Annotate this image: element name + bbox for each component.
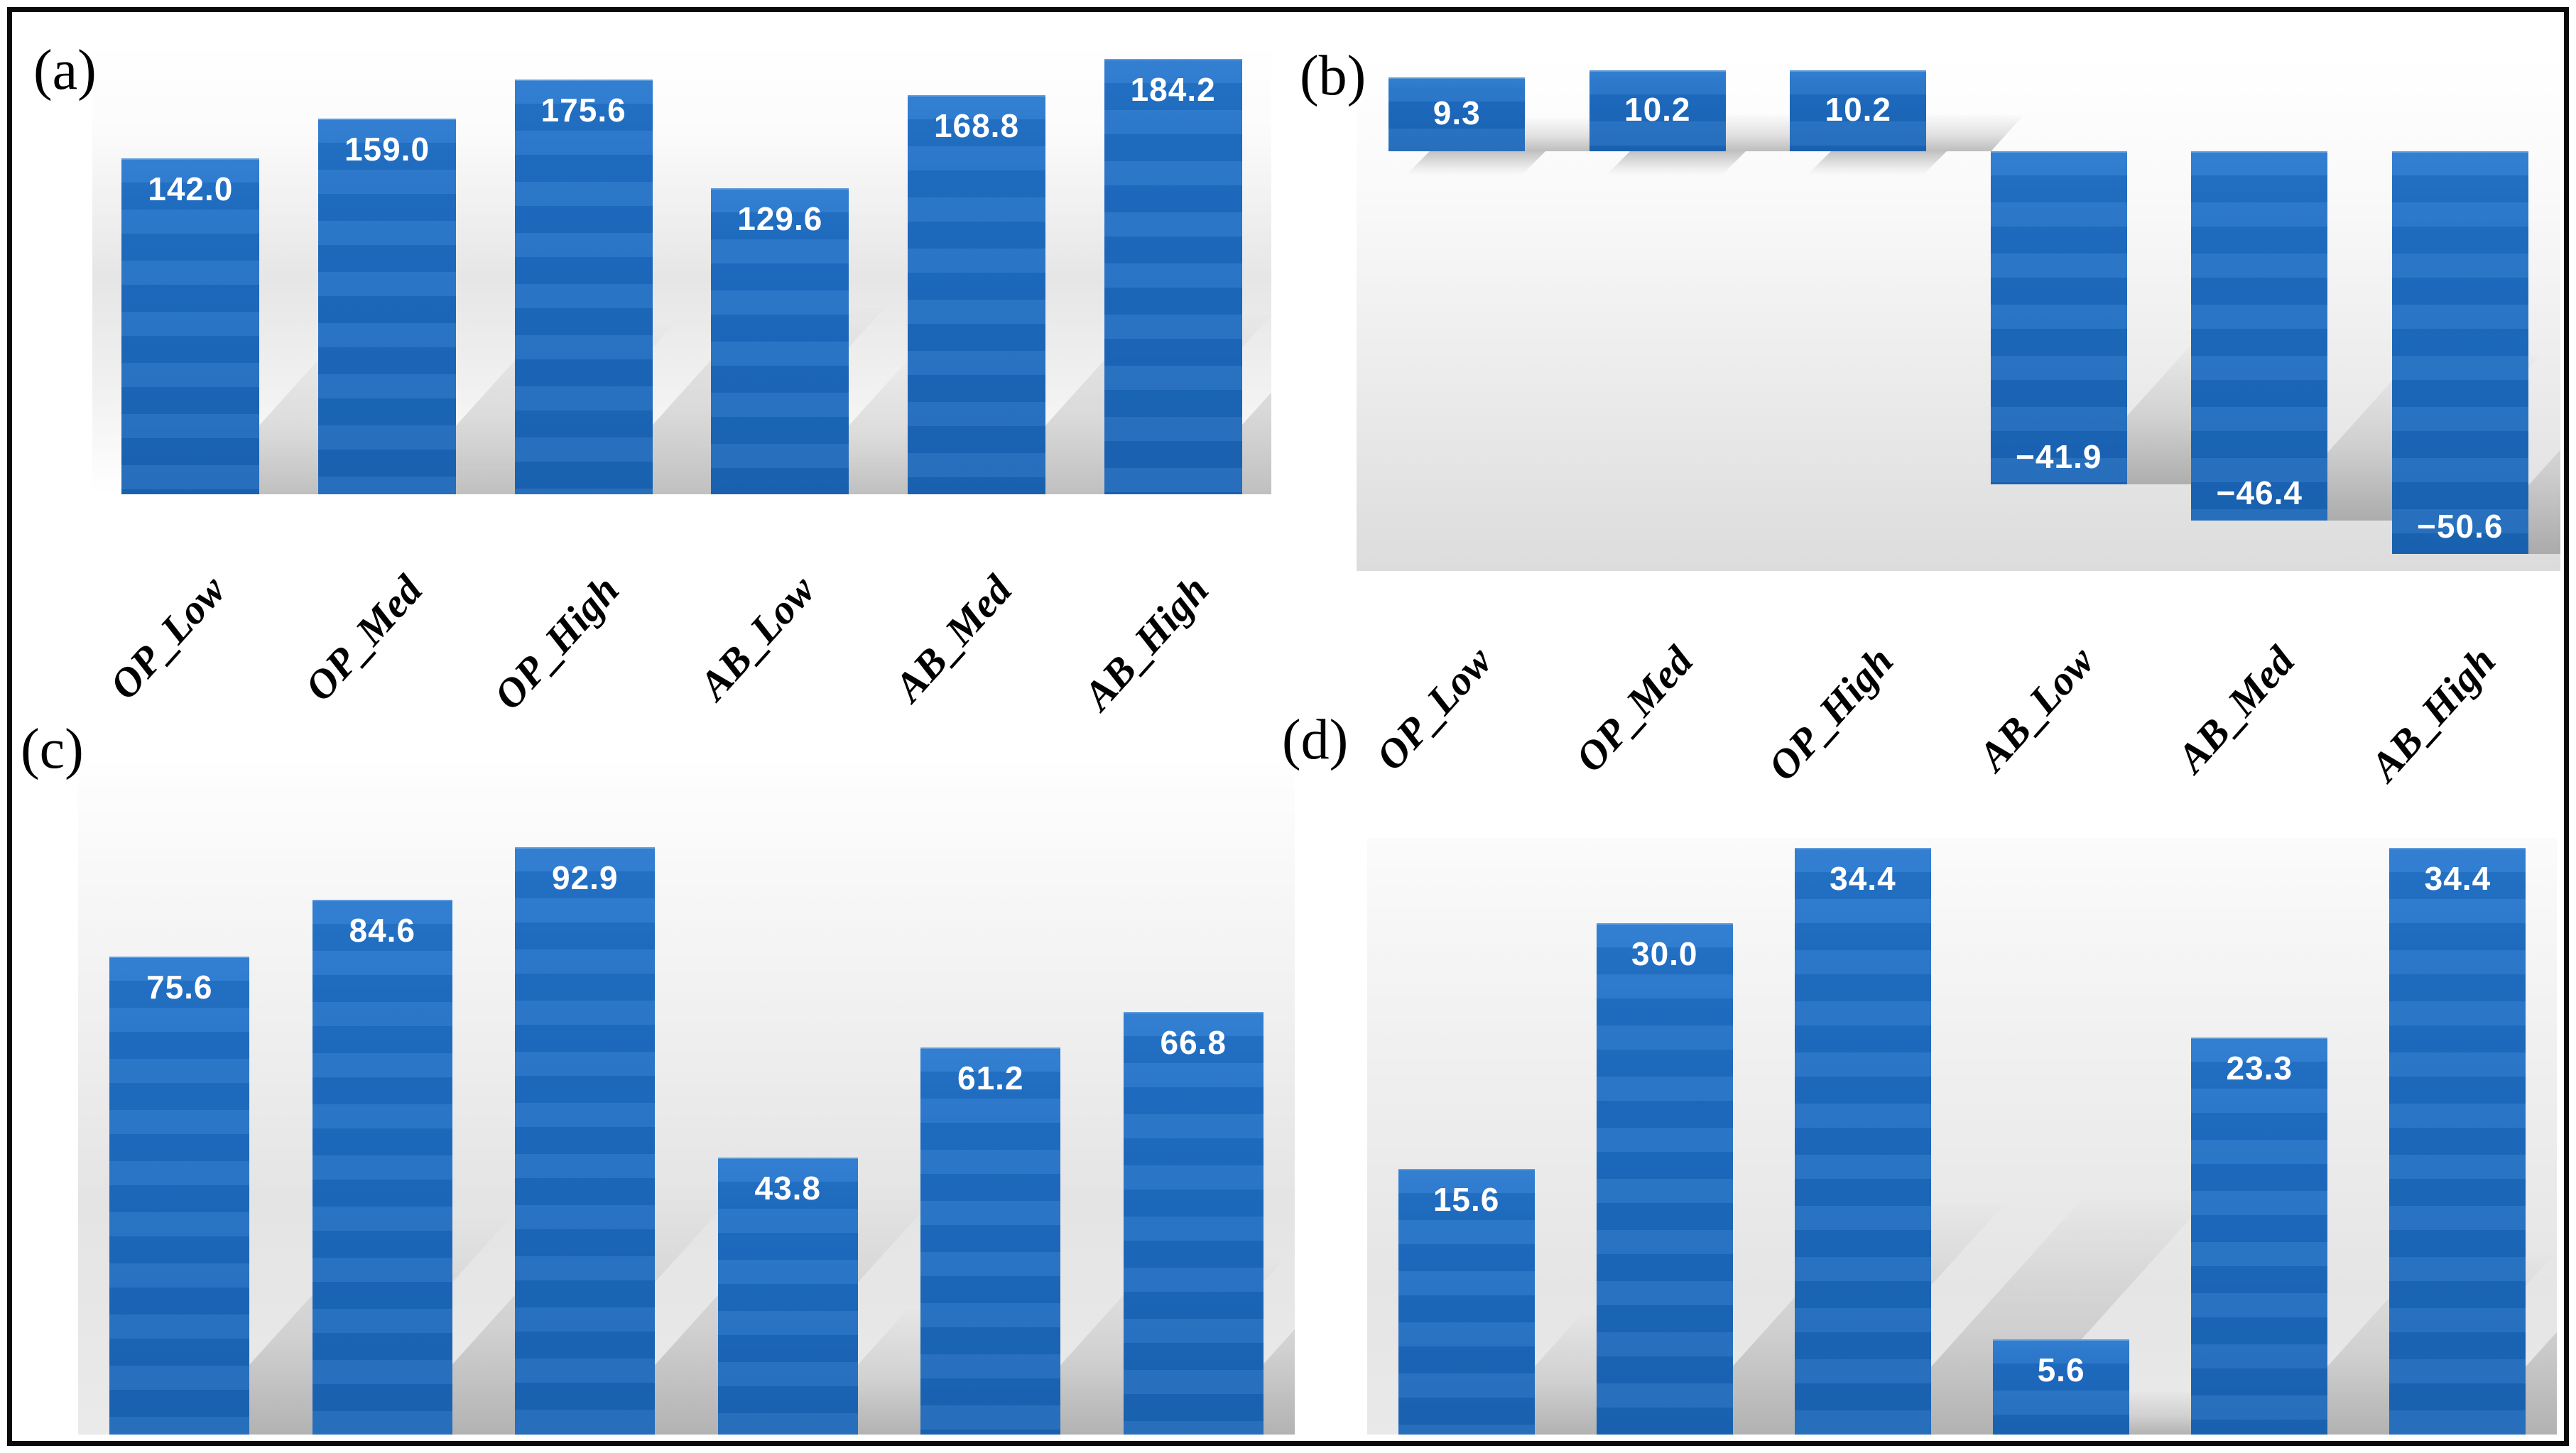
panel-a-plot-area: 142.0 159.0 175.6 129.6 168.8 184.2	[92, 43, 1271, 494]
x-axis-label-OP_High: OP_High	[484, 566, 628, 719]
bar-value-label: 129.6	[737, 200, 823, 237]
x-axis-label-OP_Med: OP_Med	[295, 566, 432, 710]
x-axis-label-OP_High: OP_High	[1759, 637, 1903, 790]
bar-base-shadow	[1606, 151, 1746, 175]
x-axis-label-OP_Low: OP_Low	[100, 566, 235, 709]
panel-d-bar-AB_Med: 23.3	[2191, 1037, 2328, 1435]
bar-value-label: 168.8	[933, 107, 1020, 145]
bar-base-shadow	[1405, 151, 1546, 175]
bar-value-label: 84.6	[349, 912, 416, 949]
panel-c-bar-OP_Low: 75.6	[109, 957, 250, 1435]
x-axis-label-AB_High: AB_High	[1074, 566, 1217, 719]
bar-value-label: 23.3	[2226, 1049, 2293, 1087]
figure-frame: 142.0 159.0 175.6 129.6 168.8 184.2 9.3 10.2 10…	[7, 7, 2569, 1446]
panel-c-bar-AB_Low: 43.8	[717, 1158, 858, 1435]
bar-base-shadow	[1806, 151, 1947, 175]
panel-b-bar-OP_Low: 9.3	[1388, 77, 1526, 151]
bar-value-label: 15.6	[1433, 1180, 1500, 1218]
panel-d-bar-OP_High: 34.4	[1794, 848, 1931, 1435]
x-axis-label-AB_Med: AB_Med	[2168, 637, 2304, 781]
bar-value-label: 9.3	[1433, 94, 1481, 131]
bar-value-label: 10.2	[1825, 90, 1892, 128]
panel-a-bar-AB_Med: 168.8	[908, 95, 1045, 494]
panel-b-bar-OP_Med: 10.2	[1589, 70, 1726, 151]
panel-label-c: (c)	[21, 718, 84, 780]
panel-b-bar-AB_High: −50.6	[2391, 151, 2528, 554]
x-axis-label-AB_Low: AB_Low	[690, 566, 825, 709]
x-axis-label-AB_High: AB_High	[2361, 637, 2504, 790]
bar-value-label: −50.6	[2417, 507, 2504, 545]
bar-value-label: −41.9	[2016, 438, 2102, 476]
bar-value-label: 175.6	[540, 91, 626, 129]
panel-d-bar-AB_High: 34.4	[2389, 848, 2526, 1435]
bar-value-label: 66.8	[1160, 1024, 1227, 1062]
bar-value-label: 34.4	[2424, 860, 2491, 898]
panel-label-d: (d)	[1282, 709, 1349, 771]
panel-d-bar-AB_Low: 5.6	[1993, 1339, 2130, 1435]
panel-c-bar-AB_High: 66.8	[1123, 1012, 1263, 1435]
panel-c-bar-OP_Med: 84.6	[312, 900, 452, 1435]
bar-value-label: 34.4	[1830, 860, 1896, 898]
panel-c-plot-area: 75.6 84.6 92.9 43.8 61.2 66.8	[78, 763, 1295, 1435]
x-axis-label-OP_Med: OP_Med	[1566, 637, 1702, 781]
panel-c-bar-AB_Med: 61.2	[920, 1047, 1061, 1435]
panel-a-bar-AB_Low: 129.6	[711, 187, 849, 494]
bar-value-label: 43.8	[754, 1170, 822, 1207]
x-axis-label-AB_Low: AB_Low	[1969, 637, 2103, 780]
panel-b-bar-AB_Med: −46.4	[2191, 151, 2328, 521]
panel-a-bar-AB_High: 184.2	[1104, 58, 1242, 494]
panel-d-bar-OP_Med: 30.0	[1596, 923, 1733, 1435]
bar-value-label: 75.6	[146, 969, 213, 1006]
bar-value-label: −46.4	[2216, 474, 2303, 511]
bar-value-label: 5.6	[2037, 1351, 2085, 1388]
bar-value-label: 61.2	[957, 1060, 1024, 1097]
bar-value-label: 159.0	[344, 130, 430, 168]
panel-b-bar-AB_Low: −41.9	[1990, 151, 2127, 485]
bar-value-label: 10.2	[1624, 90, 1691, 128]
panel-d-bar-OP_Low: 15.6	[1398, 1168, 1535, 1435]
bar-value-label: 92.9	[551, 859, 619, 897]
bar-value-label: 184.2	[1130, 70, 1216, 108]
panel-label-b: (b)	[1300, 45, 1366, 107]
panel-a-bar-OP_High: 175.6	[514, 79, 653, 494]
x-axis-label-AB_Med: AB_Med	[885, 566, 1021, 710]
panel-d-plot-area: 15.6 30.0 34.4 5.6 23.3 34.4	[1367, 838, 2557, 1435]
panel-b-bar-OP_High: 10.2	[1790, 70, 1927, 151]
panel-c-bar-OP_High: 92.9	[515, 847, 656, 1435]
bar-value-label: 142.0	[148, 170, 234, 208]
panel-label-a: (a)	[33, 39, 97, 102]
panel-a-bar-OP_Med: 159.0	[318, 118, 456, 494]
x-axis-label-OP_Low: OP_Low	[1366, 637, 1501, 780]
bar-value-label: 30.0	[1631, 935, 1698, 972]
panel-a-bar-OP_Low: 142.0	[121, 158, 260, 494]
panel-b-plot-area: 9.3 10.2 10.2 −41.9 −46.4 −50.6	[1357, 55, 2560, 571]
